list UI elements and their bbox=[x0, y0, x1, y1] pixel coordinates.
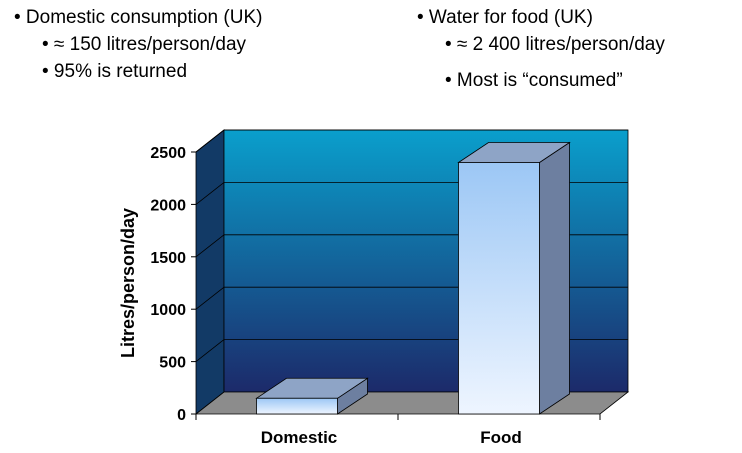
y-tick-label: 2500 bbox=[150, 145, 186, 162]
bars bbox=[255, 141, 571, 415]
gridline-side bbox=[195, 234, 225, 258]
y-tick-label: 500 bbox=[159, 355, 186, 372]
x-category-label: Domestic bbox=[261, 428, 338, 447]
side-wall bbox=[195, 129, 225, 415]
left-notes: • Domestic consumption (UK) • ≈ 150 litr… bbox=[14, 4, 262, 85]
gridline-side bbox=[195, 129, 225, 153]
x-axis-categories: Domestic Food bbox=[195, 414, 601, 447]
food-heading: • Water for food (UK) bbox=[417, 7, 593, 28]
bar-food bbox=[457, 141, 571, 415]
bar-domestic bbox=[255, 377, 369, 415]
right-notes: • Water for food (UK) • ≈ 2 400 litres/p… bbox=[417, 4, 665, 94]
y-axis-ticks: 0 500 1000 1500 2000 2500 bbox=[150, 145, 196, 424]
bar-side bbox=[539, 141, 570, 415]
domestic-heading: • Domestic consumption (UK) bbox=[14, 7, 263, 28]
x-category-label: Food bbox=[480, 428, 522, 447]
y-tick-label: 0 bbox=[177, 407, 186, 424]
y-tick-label: 1000 bbox=[150, 302, 186, 319]
domestic-point-2: • 95% is returned bbox=[42, 61, 188, 82]
food-point-1: • ≈ 2 400 litres/person/day bbox=[445, 34, 665, 55]
y-tick-label: 2000 bbox=[150, 197, 186, 214]
bar-front bbox=[458, 162, 540, 415]
gridline-side bbox=[195, 339, 225, 362]
gridline-side bbox=[195, 286, 225, 310]
gridline-side bbox=[195, 182, 225, 205]
food-point-2: • Most is “consumed” bbox=[445, 70, 623, 91]
domestic-point-1: • ≈ 150 litres/person/day bbox=[42, 34, 247, 55]
y-tick-label: 1500 bbox=[150, 250, 186, 267]
y-axis-label: Litres/person/day bbox=[118, 208, 138, 358]
bar-front bbox=[256, 397, 338, 415]
